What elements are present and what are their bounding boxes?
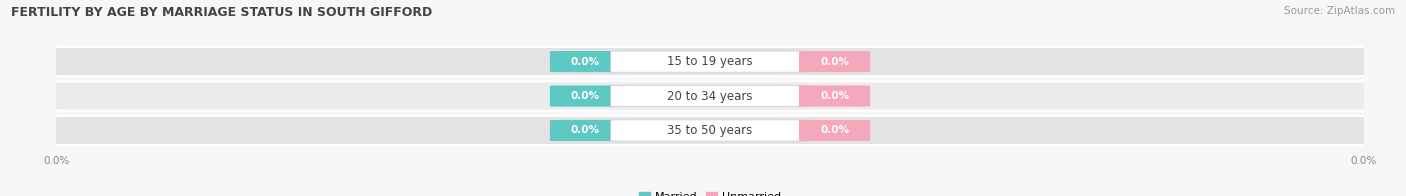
FancyBboxPatch shape (53, 116, 1367, 145)
Text: Source: ZipAtlas.com: Source: ZipAtlas.com (1284, 6, 1395, 16)
FancyBboxPatch shape (799, 120, 870, 141)
Text: FERTILITY BY AGE BY MARRIAGE STATUS IN SOUTH GIFFORD: FERTILITY BY AGE BY MARRIAGE STATUS IN S… (11, 6, 433, 19)
Text: 0.0%: 0.0% (820, 57, 849, 67)
Text: 15 to 19 years: 15 to 19 years (668, 55, 752, 68)
Text: 0.0%: 0.0% (571, 57, 600, 67)
Text: 0.0%: 0.0% (571, 125, 600, 135)
Text: 0.0%: 0.0% (571, 91, 600, 101)
FancyBboxPatch shape (550, 120, 621, 141)
Text: 35 to 50 years: 35 to 50 years (668, 124, 752, 137)
FancyBboxPatch shape (799, 85, 870, 107)
Text: 0.0%: 0.0% (820, 125, 849, 135)
Legend: Married, Unmarried: Married, Unmarried (634, 187, 786, 196)
FancyBboxPatch shape (610, 85, 810, 107)
FancyBboxPatch shape (53, 47, 1367, 76)
FancyBboxPatch shape (53, 81, 1367, 111)
Text: 20 to 34 years: 20 to 34 years (668, 90, 752, 103)
FancyBboxPatch shape (610, 120, 810, 141)
FancyBboxPatch shape (550, 51, 621, 72)
FancyBboxPatch shape (550, 85, 621, 107)
Text: 0.0%: 0.0% (820, 91, 849, 101)
FancyBboxPatch shape (799, 51, 870, 72)
FancyBboxPatch shape (610, 51, 810, 72)
